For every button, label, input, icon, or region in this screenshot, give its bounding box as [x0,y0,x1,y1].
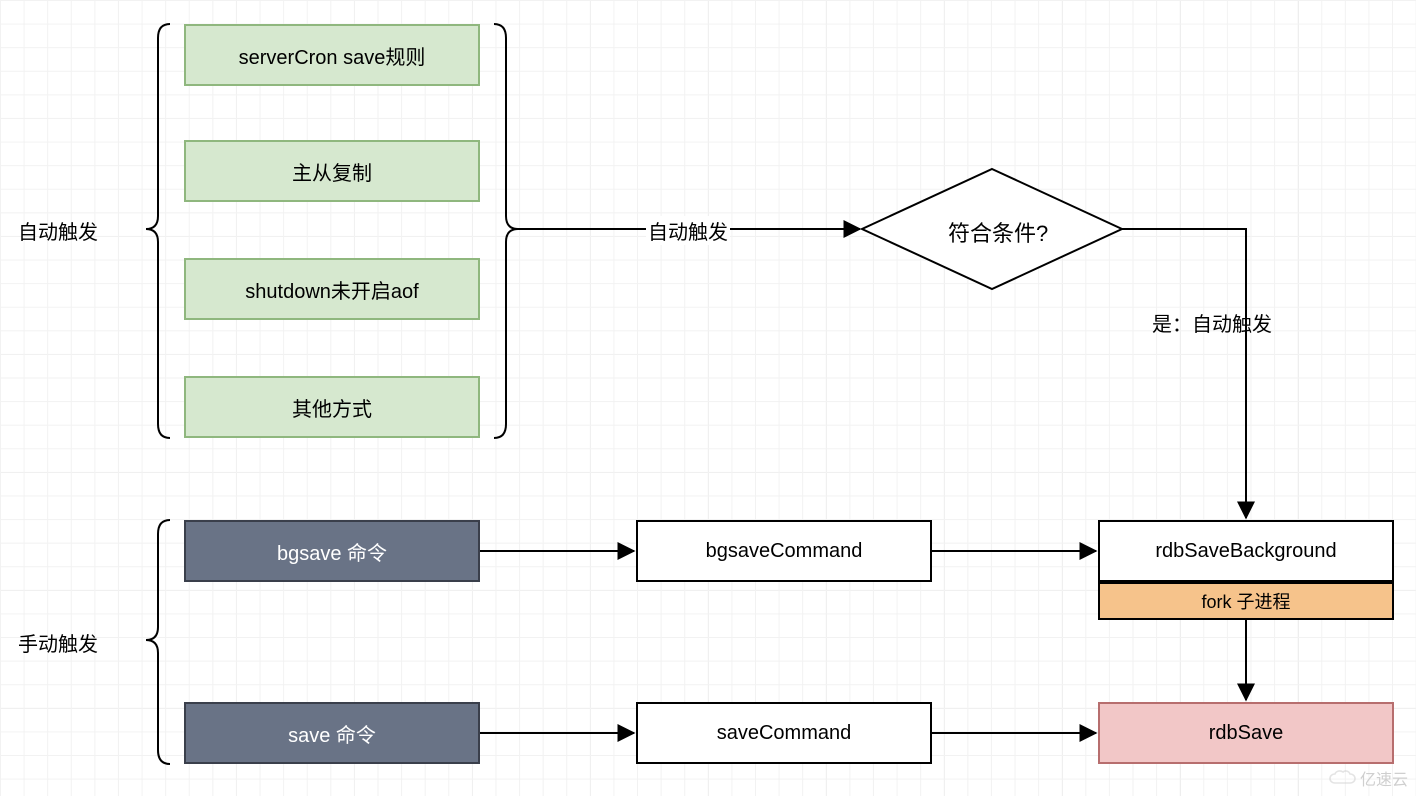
node-bgsave_fn: bgsaveCommand [636,520,932,582]
node-bgsave_cmd: bgsave 命令 [184,520,480,582]
node-replication: 主从复制 [184,140,480,202]
edge-label-yes: 是：自动触发 [1150,308,1274,337]
node-server_cron: serverCron save规则 [184,24,480,86]
node-shutdown: shutdown未开启aof [184,258,480,320]
node-save_fn: saveCommand [636,702,932,764]
node-rdb_save: rdbSave [1098,702,1394,764]
node-fork: fork 子进程 [1098,582,1394,620]
decision-label: 符合条件? [946,216,1050,248]
group-label-auto: 自动触发 [16,216,100,245]
node-save_cmd: save 命令 [184,702,480,764]
node-rdb_bg: rdbSaveBackground [1098,520,1394,582]
watermark: 亿速云 [1328,766,1408,790]
group-label-manual: 手动触发 [16,628,100,657]
edge-label-auto: 自动触发 [646,216,730,245]
node-other: 其他方式 [184,376,480,438]
